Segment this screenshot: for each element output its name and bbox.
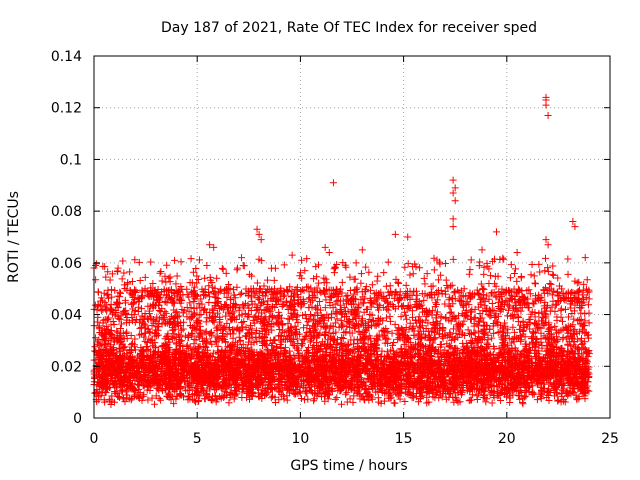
data-point xyxy=(529,389,537,397)
data-point xyxy=(349,398,357,406)
data-point xyxy=(465,397,473,405)
data-point xyxy=(488,399,496,407)
data-point xyxy=(445,393,453,401)
data-point xyxy=(304,395,312,403)
data-point xyxy=(338,400,346,408)
grid-lines xyxy=(94,56,610,418)
data-point xyxy=(403,390,411,398)
data-point xyxy=(473,395,481,403)
data-point xyxy=(339,335,347,343)
data-point xyxy=(533,396,541,404)
bulk-point-cloud xyxy=(90,254,593,409)
data-point xyxy=(343,389,351,397)
data-point xyxy=(467,339,475,347)
data-point xyxy=(151,400,159,408)
data-point xyxy=(101,398,109,406)
data-point xyxy=(388,341,396,349)
data-point xyxy=(554,397,562,405)
data-point xyxy=(120,395,128,403)
data-point xyxy=(331,395,339,403)
data-point xyxy=(342,390,350,398)
data-point xyxy=(277,344,285,352)
data-point xyxy=(127,347,135,355)
data-point xyxy=(538,344,546,352)
data-point xyxy=(390,338,398,346)
data-point xyxy=(391,399,399,407)
data-point xyxy=(520,393,528,401)
data-point xyxy=(531,343,539,351)
data-point xyxy=(298,394,306,402)
data-point xyxy=(350,392,358,400)
data-point xyxy=(333,394,341,402)
data-point xyxy=(430,335,438,343)
data-point xyxy=(238,394,246,402)
data-point xyxy=(157,396,165,404)
data-point xyxy=(473,392,481,400)
data-points xyxy=(90,93,593,409)
data-point xyxy=(425,398,433,406)
data-point xyxy=(144,396,152,404)
data-point xyxy=(301,396,309,404)
chart-title: Day 187 of 2021, Rate Of TEC Index for r… xyxy=(161,20,537,36)
data-point xyxy=(267,394,275,402)
